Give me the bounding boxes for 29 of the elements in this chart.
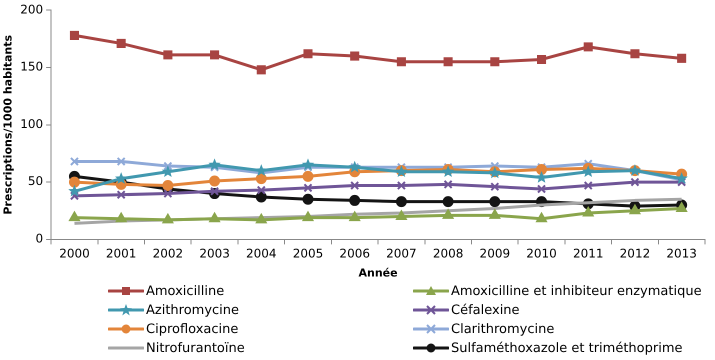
x-tick-label: 2003 [199, 246, 230, 261]
x-tick-label: 2008 [432, 246, 464, 261]
x-tick-label: 2011 [572, 246, 604, 261]
legend-label: Ciprofloxacine [146, 322, 238, 337]
x-tick-label: 2007 [386, 246, 417, 261]
x-tick-label: 2000 [59, 246, 90, 261]
legend-label: Clarithromycine [451, 322, 554, 337]
x-tick-label: 2002 [152, 246, 184, 261]
legend-label: Sulfaméthoxazole et triméthoprime [451, 341, 682, 356]
y-tick-label: 100 [20, 116, 44, 131]
legend-label: Amoxicilline et inhibiteur enzymatique [451, 284, 702, 299]
y-axis-title: Prescriptions/1000 habitants [1, 34, 14, 215]
legend-label: Nitrofurantoïne [146, 341, 245, 356]
y-tick-label: 0 [35, 232, 44, 246]
legend-label: Azithromycine [146, 303, 240, 318]
legend-label: Amoxicilline [146, 284, 224, 299]
x-tick-label: 2001 [106, 246, 136, 261]
legend-label: Céfalexine [451, 303, 520, 318]
x-tick-label: 2009 [480, 246, 510, 261]
x-tick-label: 2010 [526, 246, 557, 261]
x-tick-label: 2012 [620, 246, 650, 261]
y-tick-label: 150 [20, 60, 44, 74]
y-tick-label: 50 [28, 174, 44, 188]
x-tick-label: 2013 [666, 246, 697, 261]
x-tick-label: 2005 [292, 246, 324, 261]
x-tick-label: 2006 [339, 246, 370, 261]
y-tick-label: 200 [20, 2, 44, 16]
x-axis-title: Année [358, 266, 398, 280]
x-tick-label: 2004 [246, 246, 277, 261]
